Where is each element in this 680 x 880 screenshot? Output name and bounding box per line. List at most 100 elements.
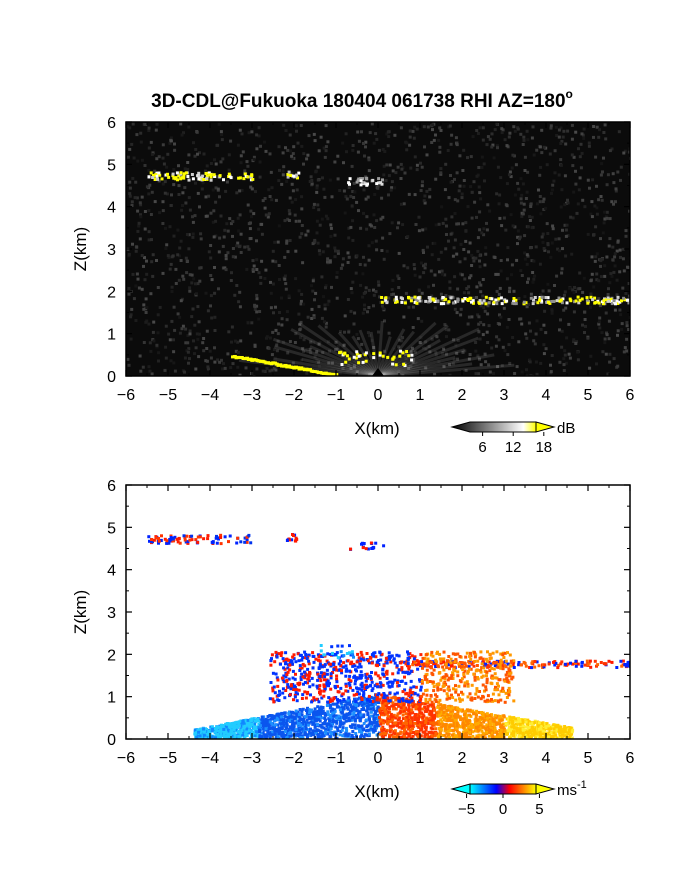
noise-pixel: [450, 215, 454, 219]
velocity-receding: [413, 715, 417, 719]
cloud-echo-1p8km: [484, 302, 488, 306]
velocity-receding: [384, 704, 388, 708]
noise-pixel: [130, 203, 134, 207]
noise-pixel: [580, 132, 584, 136]
noise-pixel: [603, 337, 607, 341]
velocity-receding: [533, 721, 537, 725]
cloud-echo-1p8km: [461, 299, 465, 303]
noise-pixel: [284, 282, 288, 286]
velocity-cloud-4p7km: [177, 536, 181, 540]
noise-pixel: [326, 260, 329, 264]
cloud-echo-1p8km: [627, 301, 630, 305]
velocity-approaching: [342, 715, 346, 719]
velocity-approaching: [316, 712, 320, 716]
velocity-approaching: [258, 730, 262, 733]
velocity-receding: [512, 728, 515, 732]
noise-pixel: [618, 248, 622, 252]
cloud-echo-1p8km: [471, 299, 475, 303]
noise-pixel: [144, 122, 148, 126]
velocity-approaching: [275, 713, 279, 717]
noise-pixel: [366, 195, 370, 199]
velocity-approaching: [272, 719, 276, 723]
noise-pixel: [574, 290, 577, 293]
top-xtick-label: 2: [458, 387, 467, 404]
noise-pixel: [553, 171, 557, 175]
cloud-echo-1p8km: [533, 296, 537, 299]
velocity-receding: [439, 718, 443, 722]
noise-pixel: [314, 170, 318, 174]
noise-pixel: [482, 306, 486, 310]
noise-pixel: [563, 290, 567, 294]
cloud-echo-4p7km: [213, 175, 217, 178]
noise-pixel: [611, 258, 615, 262]
noise-pixel: [333, 160, 337, 164]
velocity-receding: [461, 733, 465, 737]
noise-pixel: [512, 289, 516, 293]
noise-pixel: [190, 281, 194, 285]
noise-pixel: [444, 217, 448, 221]
noise-pixel: [335, 271, 339, 274]
cloud-echo-1p8km: [499, 296, 503, 300]
noise-pixel: [616, 239, 620, 243]
noise-pixel: [156, 313, 160, 317]
cloud-echo-4p7km: [197, 171, 201, 175]
noise-pixel: [286, 148, 290, 152]
noise-pixel: [618, 308, 622, 312]
noise-pixel: [551, 183, 555, 187]
velocity-approaching: [369, 726, 373, 730]
noise-pixel: [130, 142, 134, 146]
velocity-approaching: [224, 722, 228, 726]
noise-pixel: [445, 224, 448, 228]
noise-pixel: [472, 296, 476, 300]
noise-pixel: [546, 282, 550, 286]
noise-pixel: [375, 248, 379, 252]
near-lidar-echo: [378, 353, 382, 357]
top-xtick-label: 3: [500, 387, 509, 404]
velocity-approaching: [305, 733, 309, 737]
velocity-receding: [443, 706, 447, 710]
noise-pixel: [626, 265, 629, 269]
noise-pixel: [135, 272, 139, 276]
noise-pixel: [562, 308, 566, 312]
velocity-approaching: [242, 722, 246, 726]
noise-pixel: [602, 156, 605, 160]
noise-pixel: [341, 141, 345, 145]
velocity-receding: [420, 721, 424, 725]
noise-pixel: [611, 172, 615, 176]
cloud-echo-1p8km: [586, 301, 590, 305]
near-lidar-echo: [402, 362, 406, 366]
velocity-approaching: [371, 714, 375, 718]
velocity-receding: [525, 722, 529, 726]
noise-pixel: [374, 132, 378, 136]
noise-pixel: [143, 256, 146, 260]
velocity-approaching: [373, 725, 377, 729]
noise-pixel: [145, 272, 149, 276]
noise-pixel: [510, 273, 513, 277]
cloud-echo-1p8km: [444, 297, 448, 301]
noise-pixel: [454, 136, 458, 140]
noise-pixel: [326, 244, 330, 248]
noise-pixel: [252, 212, 256, 216]
noise-pixel: [417, 229, 421, 233]
velocity-approaching: [290, 727, 294, 731]
noise-pixel: [181, 324, 185, 328]
noise-pixel: [499, 269, 503, 273]
velocity-approaching: [281, 722, 285, 725]
noise-pixel: [127, 292, 131, 296]
noise-pixel: [606, 372, 610, 376]
velocity-receding: [418, 724, 422, 728]
velocity-cloud-1p8km: [422, 662, 426, 666]
noise-pixel: [616, 170, 620, 174]
noise-pixel: [413, 125, 417, 129]
noise-pixel: [549, 124, 553, 128]
beam-streak: [377, 348, 466, 376]
noise-pixel: [281, 173, 285, 177]
noise-pixel: [434, 223, 438, 227]
noise-pixel: [510, 263, 514, 267]
noise-pixel: [209, 256, 213, 260]
velocity-cloud-1p8km: [446, 663, 450, 667]
cloud-echo-1p8km: [449, 296, 453, 300]
noise-pixel: [559, 163, 563, 167]
velocity-cloud-1p8km: [576, 662, 580, 666]
velocity-receding: [455, 729, 459, 733]
